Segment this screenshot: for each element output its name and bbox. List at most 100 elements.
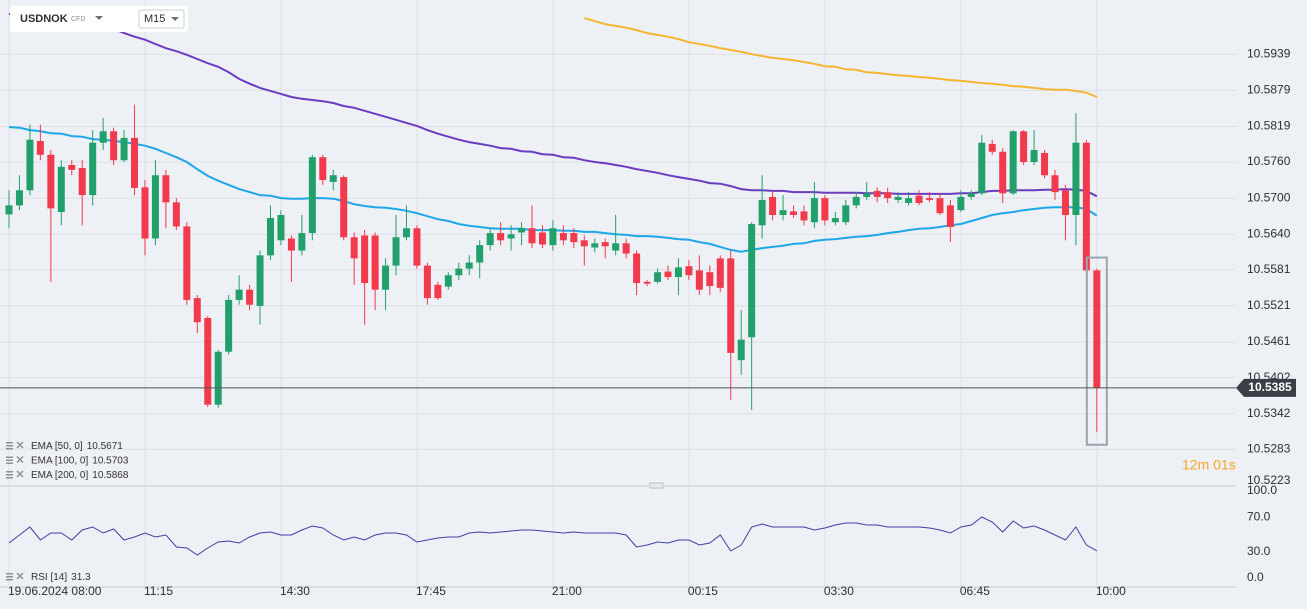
legend-icon — [6, 442, 13, 444]
candle-body — [1051, 175, 1059, 193]
candle-body — [622, 243, 630, 254]
candle-body — [204, 317, 212, 405]
legend-icon — [6, 579, 13, 581]
candle-body — [800, 211, 808, 221]
candle-body — [413, 228, 421, 266]
candle-body — [57, 166, 65, 212]
candle-body — [465, 262, 473, 269]
legend-name: EMA [50, 0] — [31, 441, 83, 452]
candle-body — [89, 142, 97, 196]
legend-name: EMA [200, 0] — [31, 470, 88, 481]
legend-remove — [16, 572, 24, 580]
ema-line — [8, 12, 1098, 198]
candle-body — [1030, 149, 1038, 162]
timeframe[interactable]: M15 — [144, 13, 165, 25]
legend-name: EMA [100, 0] — [31, 455, 88, 466]
x-tick-label: 10:00 — [1096, 584, 1126, 598]
candle-body — [47, 154, 55, 209]
x-tick-label: 17:45 — [416, 584, 446, 598]
candle-body — [382, 265, 390, 290]
candle-body — [1020, 131, 1028, 162]
current-price-tag — [1236, 378, 1296, 397]
candle-body — [612, 243, 620, 251]
legend-value: 10.5703 — [92, 455, 129, 466]
candle-body — [748, 224, 756, 338]
y-tick-label: 10.5223 — [1247, 473, 1291, 487]
candle-body — [507, 234, 515, 239]
candle-body — [26, 139, 34, 191]
candle-body — [580, 240, 588, 247]
symbol-dropdown[interactable] — [95, 16, 103, 20]
candle-body — [298, 233, 306, 251]
x-tick-label: 11:15 — [144, 584, 173, 598]
current-price-label: 10.5385 — [1248, 380, 1292, 394]
legend-value: 10.5671 — [87, 441, 124, 452]
legend-name: RSI [14] — [31, 572, 67, 583]
candle-body — [455, 268, 463, 276]
candle-body — [706, 272, 714, 287]
timeframe-box[interactable] — [138, 9, 185, 29]
candle-body — [235, 289, 243, 300]
candle-body — [78, 168, 86, 196]
legend-value: 31.3 — [71, 572, 91, 583]
y-tick-label: 10.5939 — [1247, 46, 1291, 60]
candle-body — [842, 205, 850, 223]
candle-body — [873, 190, 881, 197]
candle-body — [737, 339, 745, 361]
x-tick-label: 21:00 — [552, 584, 582, 598]
candle-body — [1093, 270, 1101, 388]
candle-body — [361, 235, 369, 284]
candle-body — [884, 192, 892, 199]
y-tick-label: 10.5640 — [1247, 226, 1291, 240]
legend-entry: EMA [100, 0] 10.5703 — [31, 455, 129, 466]
candle-body — [758, 199, 766, 226]
candle-body — [769, 196, 777, 215]
candle-body — [967, 193, 975, 197]
instrument-type: CFD — [71, 16, 85, 23]
candle-body — [821, 198, 829, 221]
legend-remove — [16, 470, 24, 478]
candle-body — [695, 270, 703, 290]
candle-body — [225, 299, 233, 352]
candle-body — [497, 233, 505, 241]
candle-body — [423, 265, 431, 299]
candle-body — [570, 233, 578, 243]
candle-body — [549, 228, 557, 246]
candle-body — [905, 198, 913, 203]
candle-body — [1061, 190, 1069, 215]
legend-icon — [6, 448, 13, 450]
candle-body — [371, 235, 379, 290]
x-tick-label: 14:30 — [280, 584, 310, 598]
candle-body — [183, 226, 191, 300]
y-tick-label: 10.5521 — [1247, 298, 1291, 312]
candle-body — [246, 289, 254, 305]
candle-body — [633, 253, 641, 284]
y-tick-label: 10.5581 — [1247, 262, 1291, 276]
legend-icon — [6, 471, 13, 473]
candle-body — [402, 228, 410, 238]
candle-body — [852, 196, 860, 206]
y-tick-label: 10.5879 — [1247, 83, 1291, 97]
legend-icon — [6, 445, 13, 447]
candle-body — [214, 351, 222, 405]
x-tick-label: 00:15 — [688, 584, 718, 598]
candle-body — [831, 218, 839, 223]
candle-body — [476, 245, 484, 263]
candle-body — [518, 228, 526, 233]
candle-body — [978, 142, 986, 194]
x-tick-label: 19.06.2024 08:00 — [8, 584, 102, 598]
candle-body — [350, 237, 358, 259]
timeframe-dropdown[interactable] — [171, 17, 179, 21]
candle-body — [685, 266, 693, 276]
symbol[interactable]: USDNOK — [20, 13, 68, 25]
legend-icon — [6, 576, 13, 578]
candle-body — [15, 190, 23, 206]
legend-entry: RSI [14] 31.3 — [31, 572, 91, 583]
rsi-tick-label: 30.0 — [1247, 544, 1271, 558]
candle-body — [329, 175, 337, 182]
header: USDNOK CFD M15 — [10, 6, 188, 32]
candle-body — [1009, 131, 1017, 194]
y-tick-label: 10.5700 — [1247, 190, 1291, 204]
